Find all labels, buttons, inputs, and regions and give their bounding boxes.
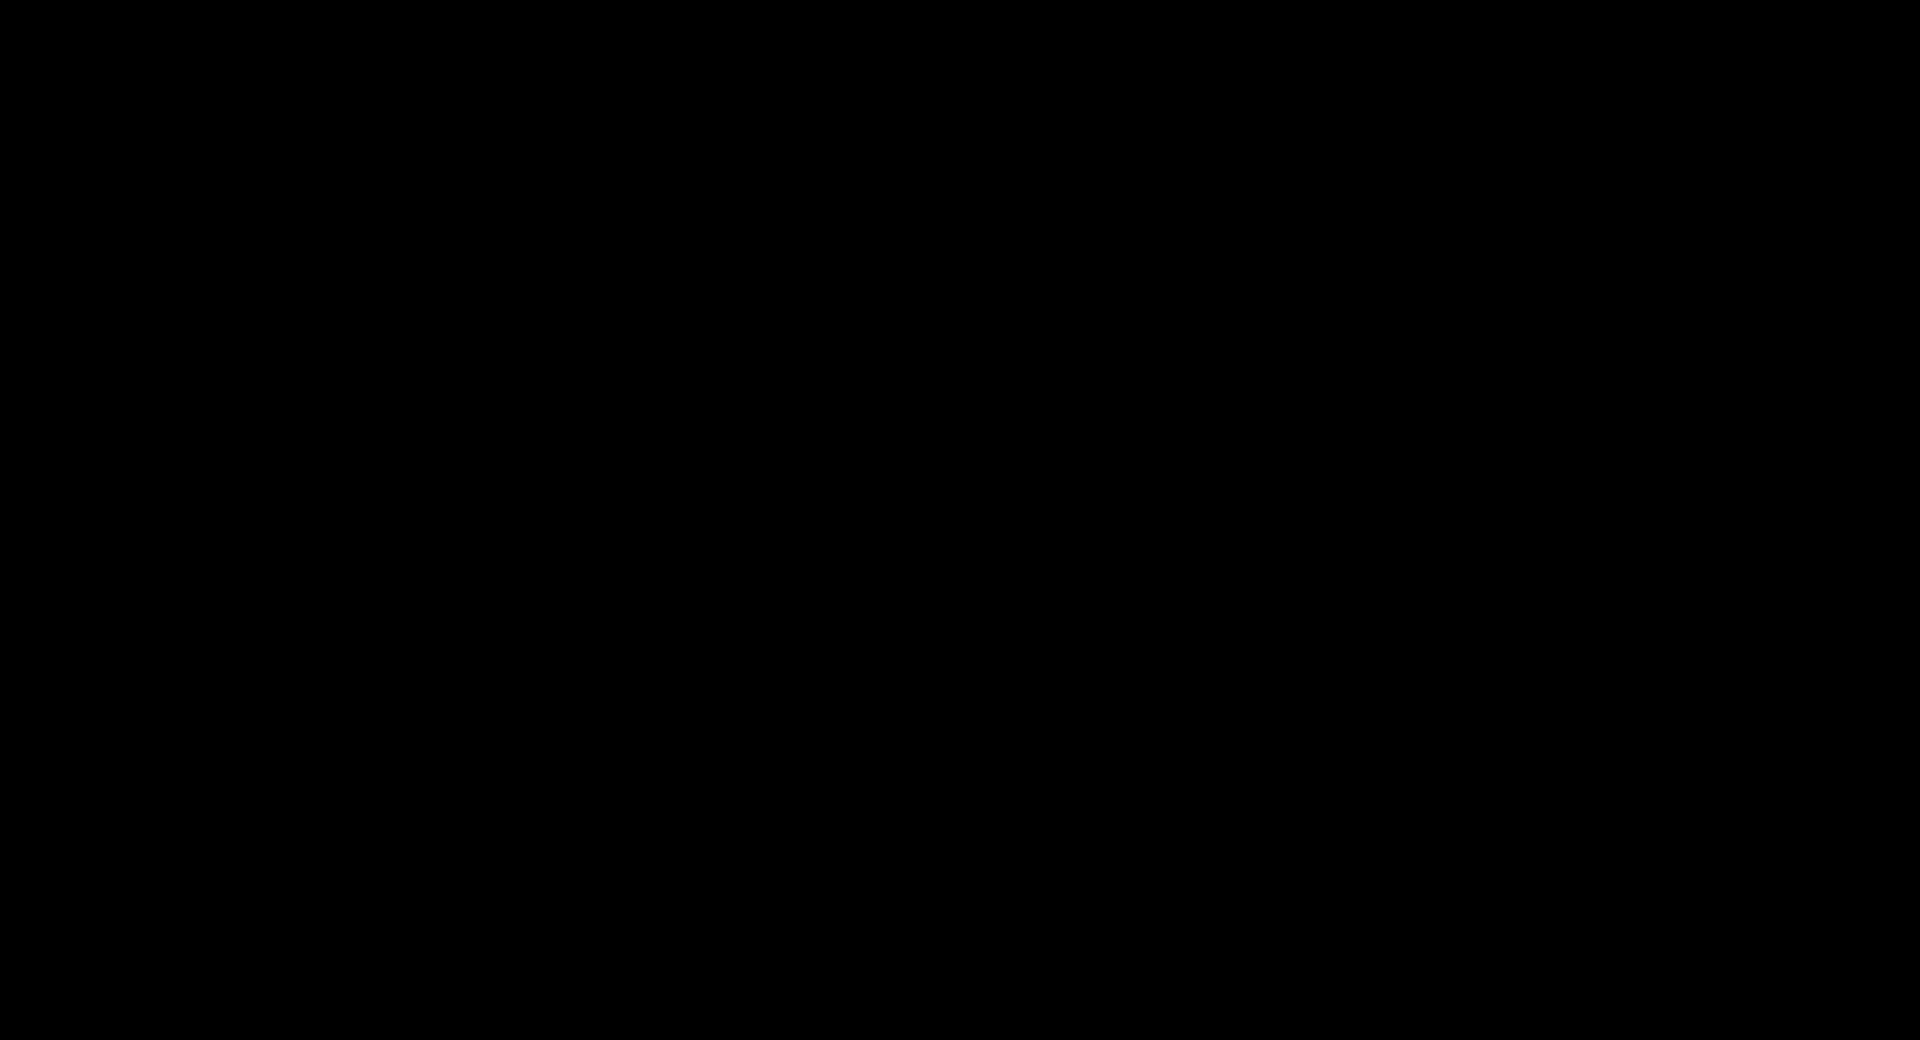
tdx-terminal — [0, 0, 1920, 1040]
